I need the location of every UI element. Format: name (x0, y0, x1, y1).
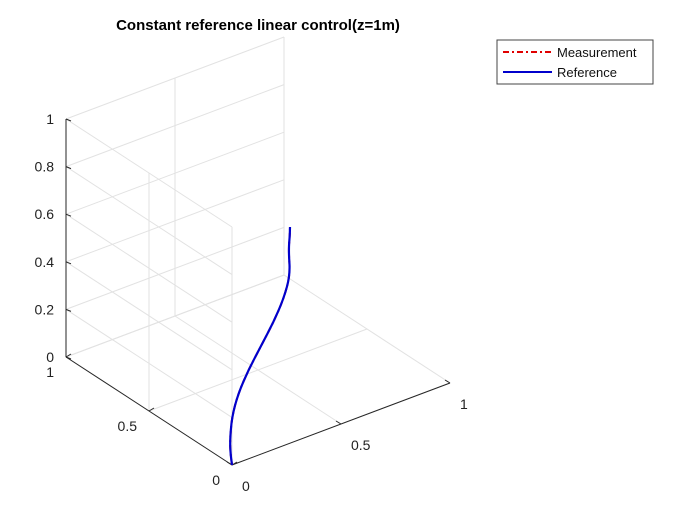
axes (65, 118, 451, 466)
grid-line-wall-right-z (65, 131, 285, 215)
plot-lines (229, 226, 292, 466)
z-tick-label: 1 (46, 111, 54, 127)
grid-line-wall-right-z (65, 226, 285, 310)
grid-lines (65, 36, 451, 466)
grid-line-wall-left-z (65, 166, 233, 276)
z-tick-label: 0 (46, 349, 54, 365)
x-tick-mark (444, 379, 451, 384)
y-tick-label: 0.5 (118, 418, 138, 434)
z-tick-label: 0.2 (35, 301, 55, 317)
grid-line-wall-left-z (65, 308, 233, 418)
z-tick-mark (65, 308, 72, 312)
x-tick-label: 0.5 (351, 437, 371, 453)
z-tick-mark (65, 213, 72, 217)
grid-line-wall-left-z (65, 118, 233, 228)
z-tick-mark (65, 261, 72, 265)
grid-line-wall-right-z (65, 274, 285, 358)
z-tick-mark (65, 356, 72, 360)
grid-line-wall-left-z (65, 261, 233, 371)
grid-line-floor-y (148, 328, 368, 412)
y-tick-label: 0 (212, 472, 220, 488)
grid-line-wall-right-z (65, 179, 285, 263)
legend-box (496, 39, 654, 85)
chart-title: Constant reference linear control(z=1m) (116, 17, 400, 34)
x-tick-mark (335, 420, 342, 425)
z-tick-mark (65, 118, 72, 122)
y-tick-label: 1 (46, 364, 54, 380)
z-tick-label: 0.8 (35, 159, 55, 175)
x-tick-label: 0 (242, 478, 250, 494)
z-tick-label: 0.6 (35, 206, 55, 222)
z-tick-label: 0.4 (35, 254, 55, 270)
grid-line-wall-left-z (65, 213, 233, 323)
legend-label-measurement: Measurement (557, 45, 637, 60)
legend: Measurement Reference (496, 39, 654, 85)
grid-line-wall-right-z (65, 36, 285, 120)
series-line-reference (229, 226, 292, 466)
y-tick-mark (65, 353, 72, 358)
z-tick-mark (65, 166, 72, 170)
y-tick-mark (148, 407, 155, 412)
grid-line-wall-right-z (65, 84, 285, 168)
legend-label-reference: Reference (557, 65, 617, 80)
x-tick-label: 1 (460, 396, 468, 412)
